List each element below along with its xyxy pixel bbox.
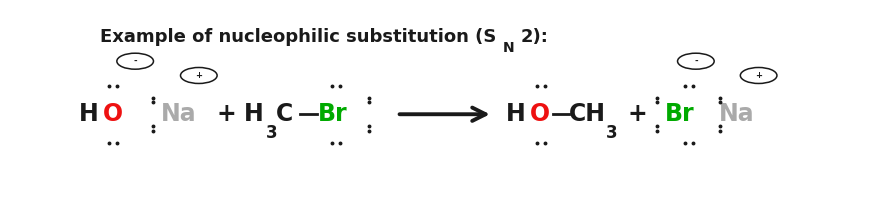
Text: O: O xyxy=(530,102,550,126)
Text: -: - xyxy=(133,57,137,66)
Text: +: + xyxy=(755,71,762,80)
Text: Br: Br xyxy=(664,102,694,126)
Text: +: + xyxy=(628,102,648,126)
Text: -: - xyxy=(694,57,698,66)
Text: +: + xyxy=(195,71,202,80)
Text: +: + xyxy=(216,102,236,126)
Text: H: H xyxy=(78,102,99,126)
Text: Na: Na xyxy=(161,102,197,126)
Text: C: C xyxy=(276,102,293,126)
Text: 3: 3 xyxy=(266,124,277,142)
Text: 2):: 2): xyxy=(521,28,548,46)
Text: 3: 3 xyxy=(606,124,617,142)
Text: N: N xyxy=(502,41,514,55)
Text: CH: CH xyxy=(569,102,605,126)
Text: H: H xyxy=(506,102,526,126)
Text: Example of nucleophilic substitution (S: Example of nucleophilic substitution (S xyxy=(100,28,497,46)
Text: Na: Na xyxy=(719,102,754,126)
Text: H: H xyxy=(244,102,264,126)
Text: O: O xyxy=(103,102,123,126)
Text: Br: Br xyxy=(317,102,347,126)
